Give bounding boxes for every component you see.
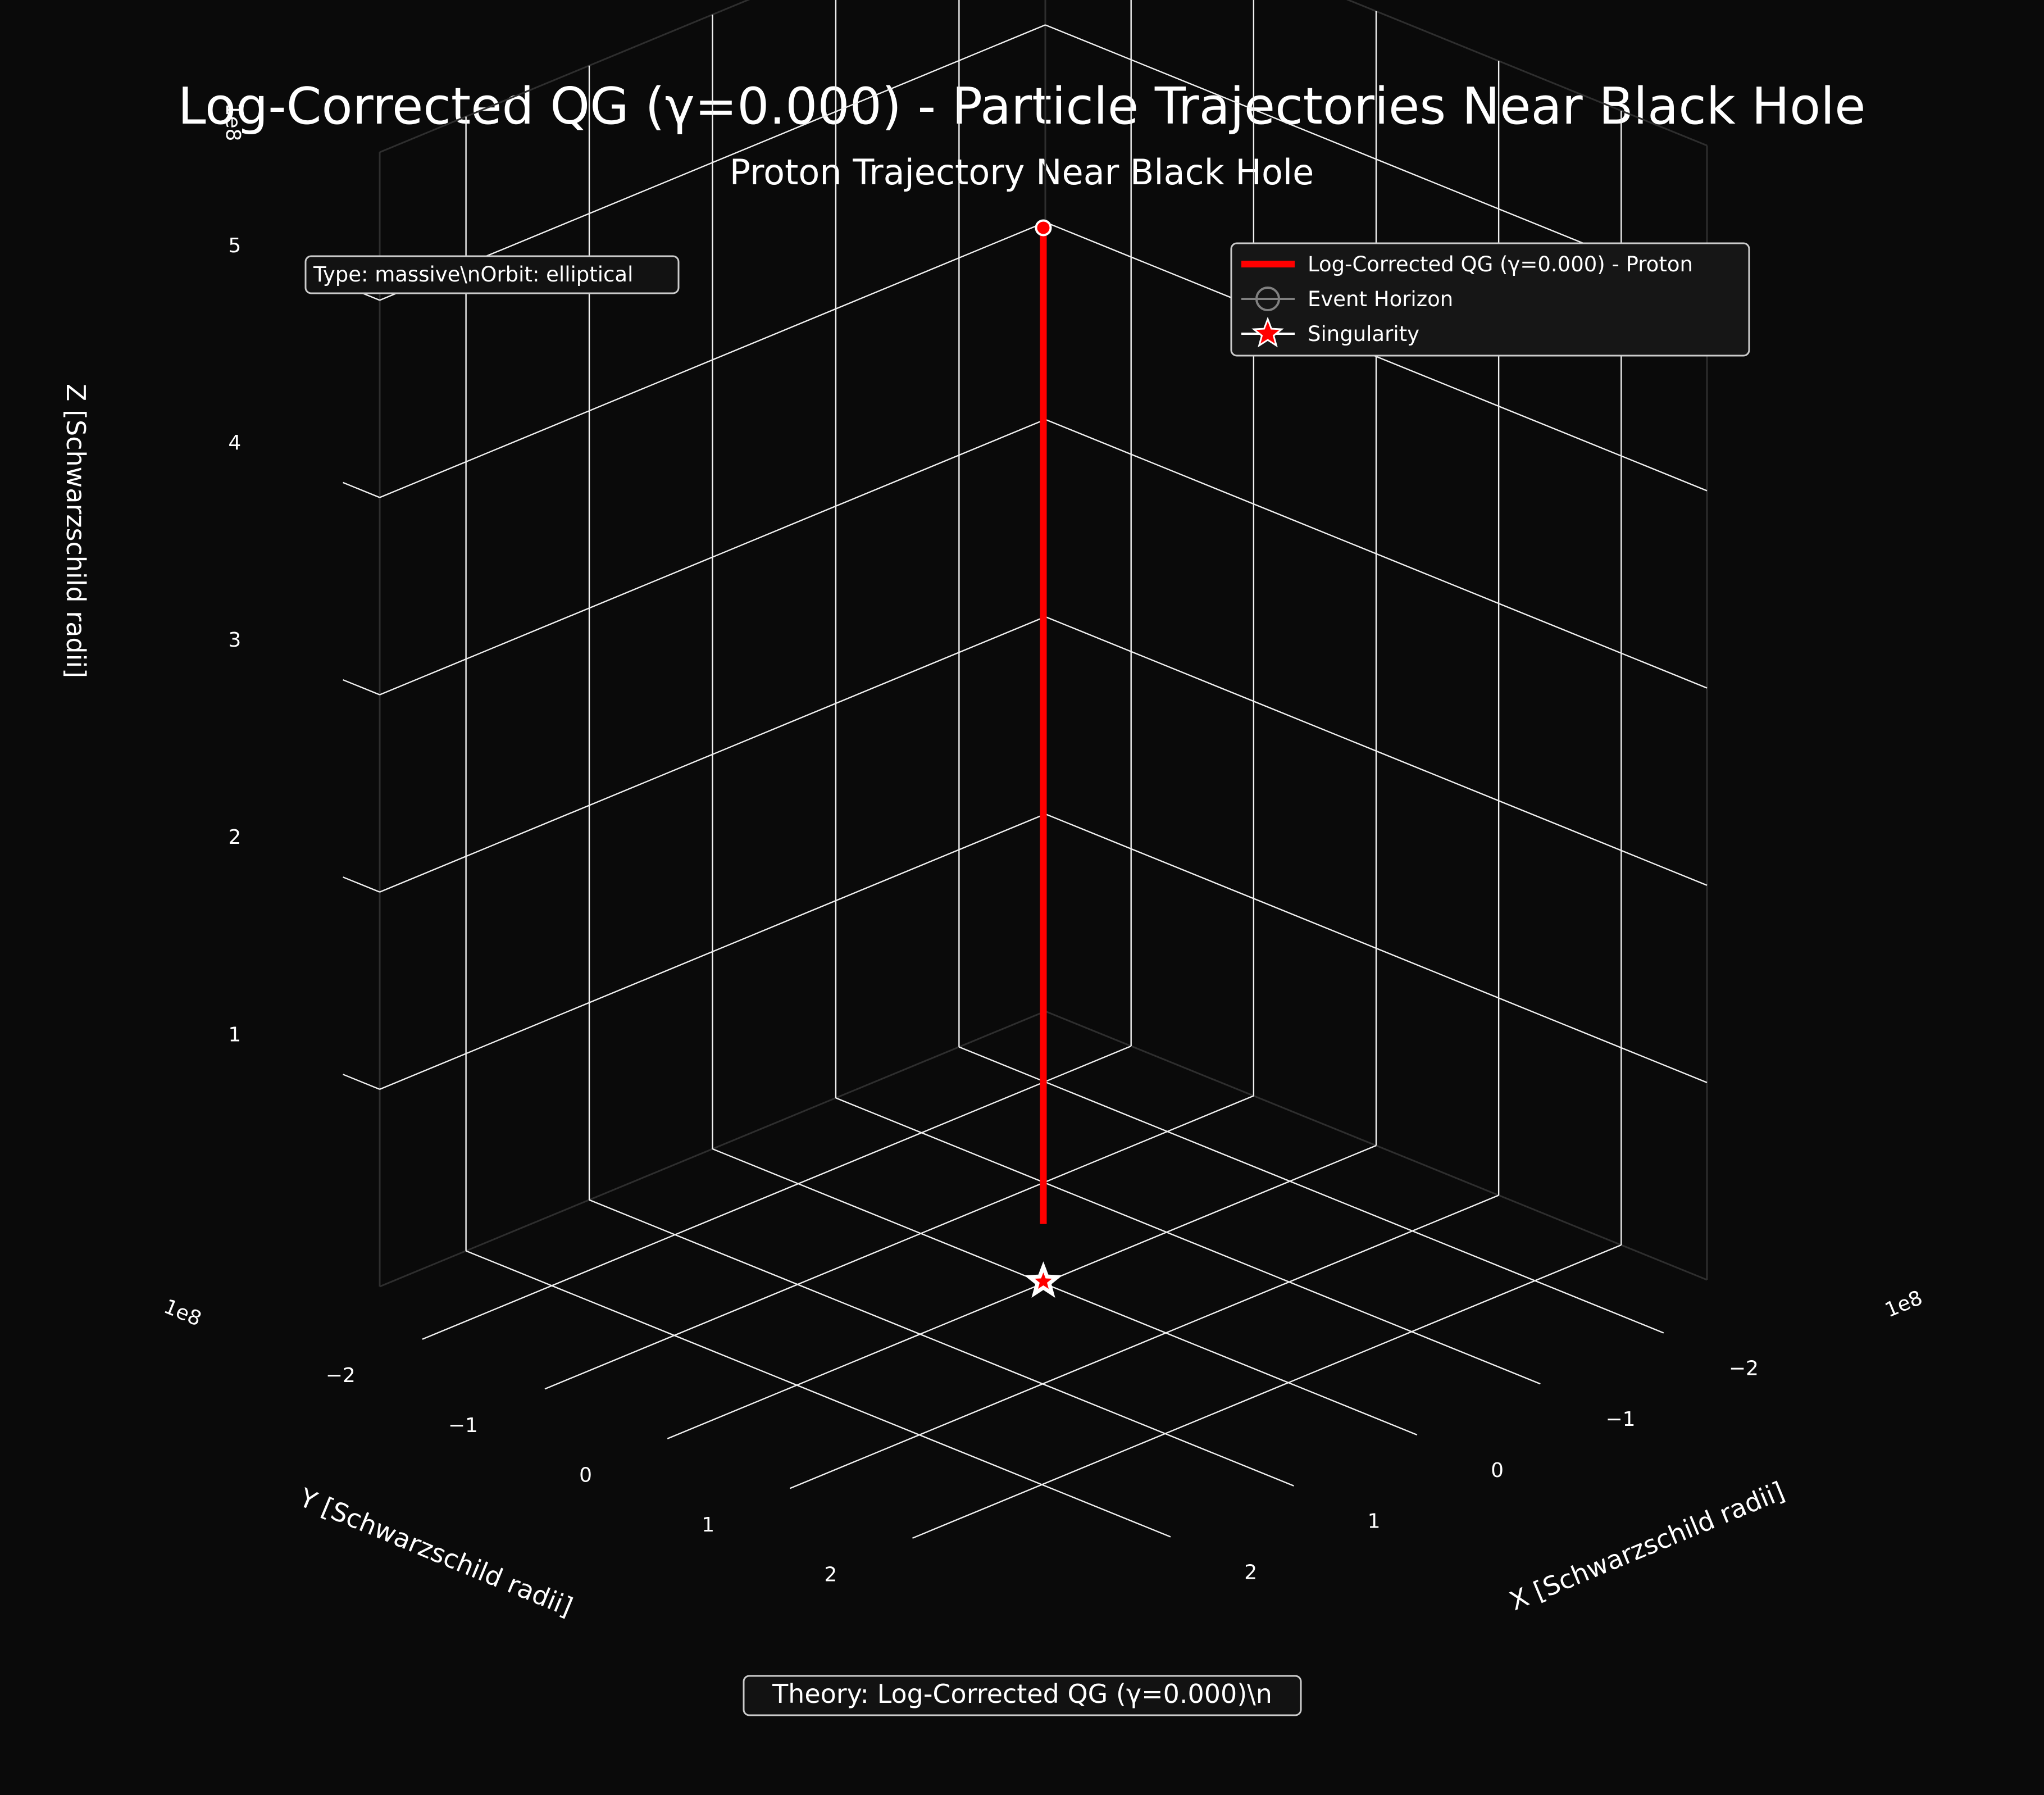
z-tick-label: 3 [228,629,241,652]
grid-line-z [379,419,1046,696]
x-tick-mark [1497,1366,1541,1385]
x-tick-mark [1374,1416,1418,1436]
plot-area: −2 −1 0 1 2 −2 −1 0 1 2 1 2 3 4 5 [228,0,1759,1586]
x-tick-mark [1127,1519,1171,1538]
x-tick-label: −1 [1605,1408,1635,1431]
y-tick-label: 0 [579,1464,592,1487]
event-horizon-icon [1255,287,1280,311]
y-tick-mark [789,1470,834,1489]
z-tick-mark [343,679,380,696]
x-tick-label: 0 [1491,1459,1504,1482]
footer-box: Theory: Log-Corrected QG (γ=0.000)\n [743,1675,1302,1716]
grid-line-z [379,616,1046,893]
x-tick-label: 2 [1244,1561,1257,1584]
grid-line-y-floor [465,1045,1132,1323]
trajectory-start-marker [1035,219,1052,237]
z-tick-mark [343,1074,380,1090]
figure-title: Log-Corrected QG (γ=0.000) - Particle Tr… [177,77,1865,136]
z-axis-offset-label: 1e8 [221,103,244,141]
legend-label-trajectory: Log-Corrected QG (γ=0.000) - Proton [1308,252,1693,276]
info-box-frame [304,255,680,294]
tick-labels: −2 −1 0 1 2 −2 −1 0 1 2 1 2 3 4 5 [228,234,1759,1586]
star-icon [1251,316,1284,348]
z-tick-label: 5 [228,234,241,257]
y-tick-mark [667,1420,711,1439]
grid-line-z [379,813,1046,1090]
legend: Log-Corrected QG (γ=0.000) - Proton Even… [1230,242,1750,357]
grid-line-z [379,221,1046,498]
y-tick-label: 1 [702,1514,714,1537]
info-box: Type: massive\nOrbit: elliptical [304,255,680,294]
y-tick-mark [912,1519,956,1539]
legend-label-horizon: Event Horizon [1308,287,1453,311]
y-tick-label: 2 [824,1563,837,1586]
z-tick-label: 1 [228,1023,241,1046]
chart-subtitle: Proton Trajectory Near Black Hole [730,152,1314,193]
footer-box-text: Theory: Log-Corrected QG (γ=0.000)\n [772,1679,1272,1709]
x-tick-label: 1 [1368,1510,1381,1533]
x-tick-mark [1250,1467,1294,1487]
grid-line-z [1045,813,1708,1083]
x-tick-label: −2 [1729,1357,1759,1380]
y-tick-mark [422,1320,466,1340]
footer-box-frame [743,1675,1302,1716]
y-tick-mark [544,1370,589,1390]
data-series [1024,219,1063,1298]
grid-line-y-floor [955,1244,1622,1521]
grid-line-y-floor [588,1095,1254,1372]
z-tick-mark [343,876,380,893]
grid-line-z [1045,419,1708,689]
legend-label-singularity: Singularity [1308,322,1419,346]
info-box-text: Type: massive\nOrbit: elliptical [313,262,633,287]
legend-frame [1230,242,1750,357]
grid-line-z [379,24,1046,301]
z-tick-mark [343,481,380,498]
grid-line-z [1045,616,1708,886]
singularity-marker [1024,1261,1063,1298]
grid-lines [379,0,1708,1521]
grid-line-y-floor [832,1194,1499,1471]
x-tick-mark [1620,1315,1664,1334]
z-axis-label: Z [Schwarzschild radii] [61,384,91,678]
y-tick-label: −1 [448,1414,478,1437]
y-tick-label: −2 [326,1364,356,1387]
z-tick-label: 2 [228,826,241,849]
z-tick-label: 4 [228,431,241,455]
